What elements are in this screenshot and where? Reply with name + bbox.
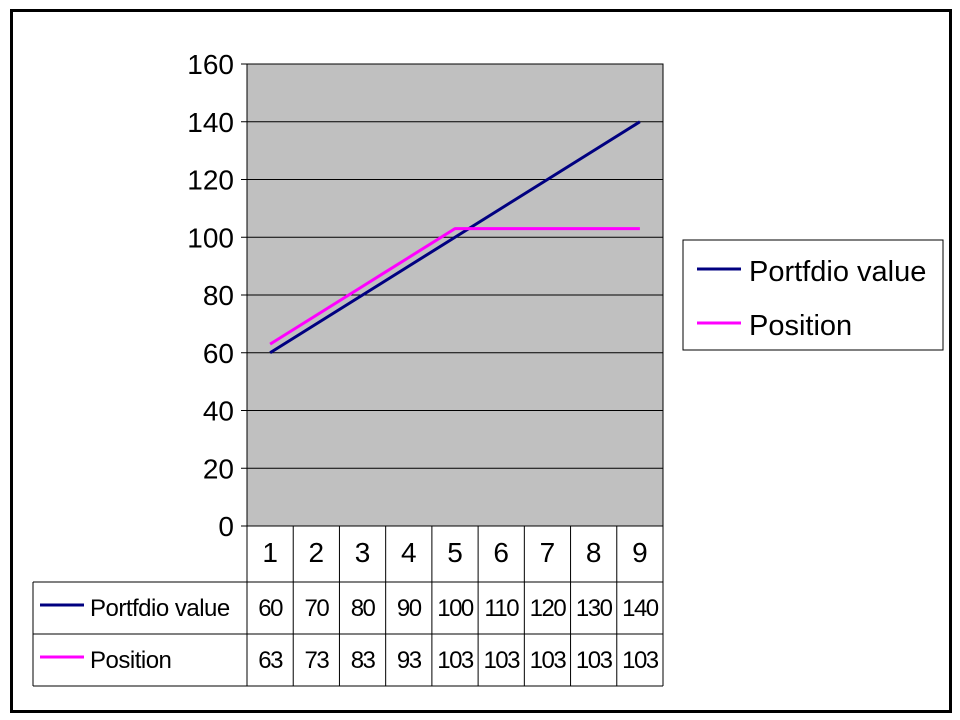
x-category-label: 3 — [355, 537, 371, 568]
table-cell: 90 — [397, 595, 422, 622]
legend-box — [682, 239, 944, 351]
table-cell: 100 — [437, 595, 474, 622]
table-cell: 60 — [258, 595, 283, 622]
x-category-label: 9 — [632, 537, 648, 568]
x-category-label: 4 — [401, 537, 417, 568]
table-cell: 103 — [483, 647, 520, 674]
y-tick-label: 40 — [203, 396, 234, 427]
table-cell: 103 — [622, 647, 659, 674]
y-tick-label: 20 — [203, 453, 234, 484]
legend-label-position: Position — [749, 310, 852, 342]
table-cell: 63 — [258, 647, 283, 674]
y-tick-label: 0 — [218, 511, 234, 542]
table-cell: 80 — [351, 595, 376, 622]
table-row-label: Position — [90, 647, 171, 674]
legend-label-portfolio: Portfdio value — [749, 256, 926, 288]
table-cell: 130 — [576, 595, 613, 622]
x-category-label: 5 — [447, 537, 463, 568]
x-category-label: 8 — [586, 537, 602, 568]
legend: Portfdio value Position — [682, 239, 944, 351]
x-category-label: 1 — [262, 537, 278, 568]
series-line-1 — [269, 227, 640, 346]
table-cell: 70 — [304, 595, 329, 622]
data-table: 1 2 3 4 5 6 7 8 9 Portfdio value 60 70 80 90 100 110 120… — [32, 526, 664, 687]
table-cell: 93 — [397, 647, 422, 674]
table-row-label: Portfdio value — [90, 595, 230, 622]
table-cell: 103 — [437, 647, 474, 674]
series-lines — [269, 120, 641, 355]
table-cell: 103 — [576, 647, 613, 674]
table-cell: 110 — [484, 595, 519, 622]
series-line-0 — [269, 120, 641, 355]
table-cell: 83 — [351, 647, 376, 674]
x-category-label: 6 — [493, 537, 509, 568]
table-cell: 120 — [530, 595, 567, 622]
y-tick-label: 140 — [187, 107, 234, 138]
x-category-label: 7 — [540, 537, 556, 568]
y-tick-label: 80 — [203, 280, 234, 311]
y-tick-label: 120 — [187, 165, 234, 196]
y-tick-label: 160 — [187, 49, 234, 80]
y-tick-label: 100 — [187, 222, 234, 253]
y-tick-label: 60 — [203, 338, 234, 369]
table-cell: 140 — [622, 595, 659, 622]
x-category-label: 2 — [309, 537, 325, 568]
table-cell: 73 — [304, 647, 329, 674]
y-axis-ticks: 0 20 40 60 80 100 120 140 160 — [187, 49, 247, 542]
table-cell: 103 — [530, 647, 567, 674]
